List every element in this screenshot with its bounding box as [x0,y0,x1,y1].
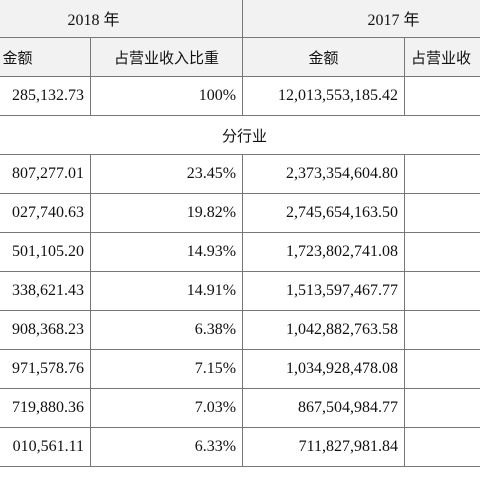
year-2017-header: 2017 年 [242,0,480,38]
amount-2017-cell: 2,745,654,163.50 [242,193,406,233]
table-row: 338,621.43 14.91% 1,513,597,467.77 [0,271,480,311]
amount-2017-cell: 711,827,981.84 [242,427,406,467]
amount-2018-cell: 338,621.43 [0,271,91,311]
ratio-2017-cell [404,427,480,467]
ratio-2017-cell [404,271,480,311]
total-row: 285,132.73 100% 12,013,553,185.42 [0,76,480,116]
column-header-row: 金额 占营业收入比重 金额 占营业收 [0,37,480,77]
ratio-2018-header: 占营业收入比重 [89,37,244,77]
amount-2018-cell: 501,105.20 [0,232,91,272]
ratio-2018-cell: 7.15% [89,349,244,389]
amount-2018-cell: 010,561.11 [0,427,91,467]
ratio-2017-cell [404,310,480,350]
ratio-2018-cell: 14.93% [89,232,244,272]
amount-2018-cell: 027,740.63 [0,193,91,233]
year-2018-header: 2018 年 [0,0,244,38]
ratio-2018-cell: 7.03% [89,388,244,428]
section-label: 分行业 [0,115,480,155]
table-row: 501,105.20 14.93% 1,723,802,741.08 [0,232,480,272]
ratio-2017-header: 占营业收 [404,37,480,77]
year-header-row: 2018 年 2017 年 [0,0,480,38]
ratio-2018-cell: 6.38% [89,310,244,350]
amount-2017-cell: 867,504,984.77 [242,388,406,428]
amount-2018-cell: 719,880.36 [0,388,91,428]
section-row: 分行业 [0,115,480,155]
ratio-2017-cell [404,232,480,272]
ratio-2017-cell [404,388,480,428]
amount-2017-header: 金额 [242,37,406,77]
ratio-2017-cell [404,154,480,194]
table-row: 807,277.01 23.45% 2,373,354,604.80 [0,154,480,194]
total-ratio-2017 [404,76,480,116]
total-ratio-2018: 100% [89,76,244,116]
amount-2017-cell: 1,513,597,467.77 [242,271,406,311]
table-row: 719,880.36 7.03% 867,504,984.77 [0,388,480,428]
ratio-2018-cell: 6.33% [89,427,244,467]
table-row: 010,561.11 6.33% 711,827,981.84 [0,427,480,467]
amount-2017-cell: 1,034,928,478.08 [242,349,406,389]
table-row: 971,578.76 7.15% 1,034,928,478.08 [0,349,480,389]
amount-2018-header: 金额 [0,37,91,77]
table-row: 027,740.63 19.82% 2,745,654,163.50 [0,193,480,233]
ratio-2017-cell [404,193,480,233]
amount-2017-cell: 1,042,882,763.58 [242,310,406,350]
total-amount-2018: 285,132.73 [0,76,91,116]
amount-2018-cell: 807,277.01 [0,154,91,194]
total-amount-2017: 12,013,553,185.42 [242,76,406,116]
ratio-2018-cell: 23.45% [89,154,244,194]
ratio-2017-cell [404,349,480,389]
revenue-table: 2018 年 2017 年 金额 占营业收入比重 金额 占营业收 285,132… [0,0,480,467]
ratio-2018-cell: 14.91% [89,271,244,311]
table-row: 908,368.23 6.38% 1,042,882,763.58 [0,310,480,350]
amount-2017-cell: 1,723,802,741.08 [242,232,406,272]
ratio-2018-cell: 19.82% [89,193,244,233]
amount-2018-cell: 908,368.23 [0,310,91,350]
amount-2017-cell: 2,373,354,604.80 [242,154,406,194]
amount-2018-cell: 971,578.76 [0,349,91,389]
